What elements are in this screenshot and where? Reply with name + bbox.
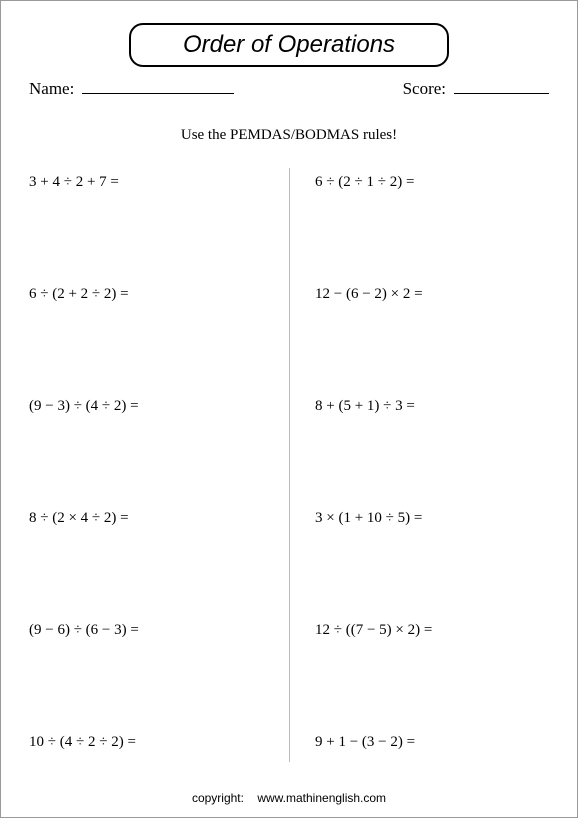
problem: 3 × (1 + 10 ÷ 5) = [315,504,549,533]
problem: 12 ÷ ((7 − 5) × 2) = [315,616,549,645]
problems-area: 3 + 4 ÷ 2 + 7 = 6 ÷ (2 + 2 ÷ 2) = (9 − 3… [29,168,549,787]
score-label: Score: [403,79,446,99]
problem: 10 ÷ (4 ÷ 2 ÷ 2) = [29,728,271,757]
title-box: Order of Operations [129,23,449,67]
worksheet-page: Order of Operations Name: Score: Use the… [0,0,578,818]
problem: 9 + 1 − (3 − 2) = [315,728,549,757]
problem: (9 − 6) ÷ (6 − 3) = [29,616,271,645]
problem: 6 ÷ (2 ÷ 1 ÷ 2) = [315,168,549,197]
instruction-text: Use the PEMDAS/BODMAS rules! [29,127,549,144]
column-divider [289,168,290,762]
left-column: 3 + 4 ÷ 2 + 7 = 6 ÷ (2 + 2 ÷ 2) = (9 − 3… [29,168,289,787]
copyright-site: www.mathinenglish.com [257,791,386,805]
copyright-label: copyright: [192,791,244,805]
problem: (9 − 3) ÷ (4 ÷ 2) = [29,392,271,421]
worksheet-title: Order of Operations [183,31,395,58]
footer: copyright: www.mathinenglish.com [29,787,549,805]
name-label: Name: [29,79,74,99]
problem: 6 ÷ (2 + 2 ÷ 2) = [29,280,271,309]
header-line: Name: Score: [29,77,549,99]
problem: 12 − (6 − 2) × 2 = [315,280,549,309]
problem: 3 + 4 ÷ 2 + 7 = [29,168,271,197]
name-blank [82,77,234,94]
problem: 8 ÷ (2 × 4 ÷ 2) = [29,504,271,533]
score-blank [454,77,549,94]
problem: 8 + (5 + 1) ÷ 3 = [315,392,549,421]
right-column: 6 ÷ (2 ÷ 1 ÷ 2) = 12 − (6 − 2) × 2 = 8 +… [289,168,549,787]
